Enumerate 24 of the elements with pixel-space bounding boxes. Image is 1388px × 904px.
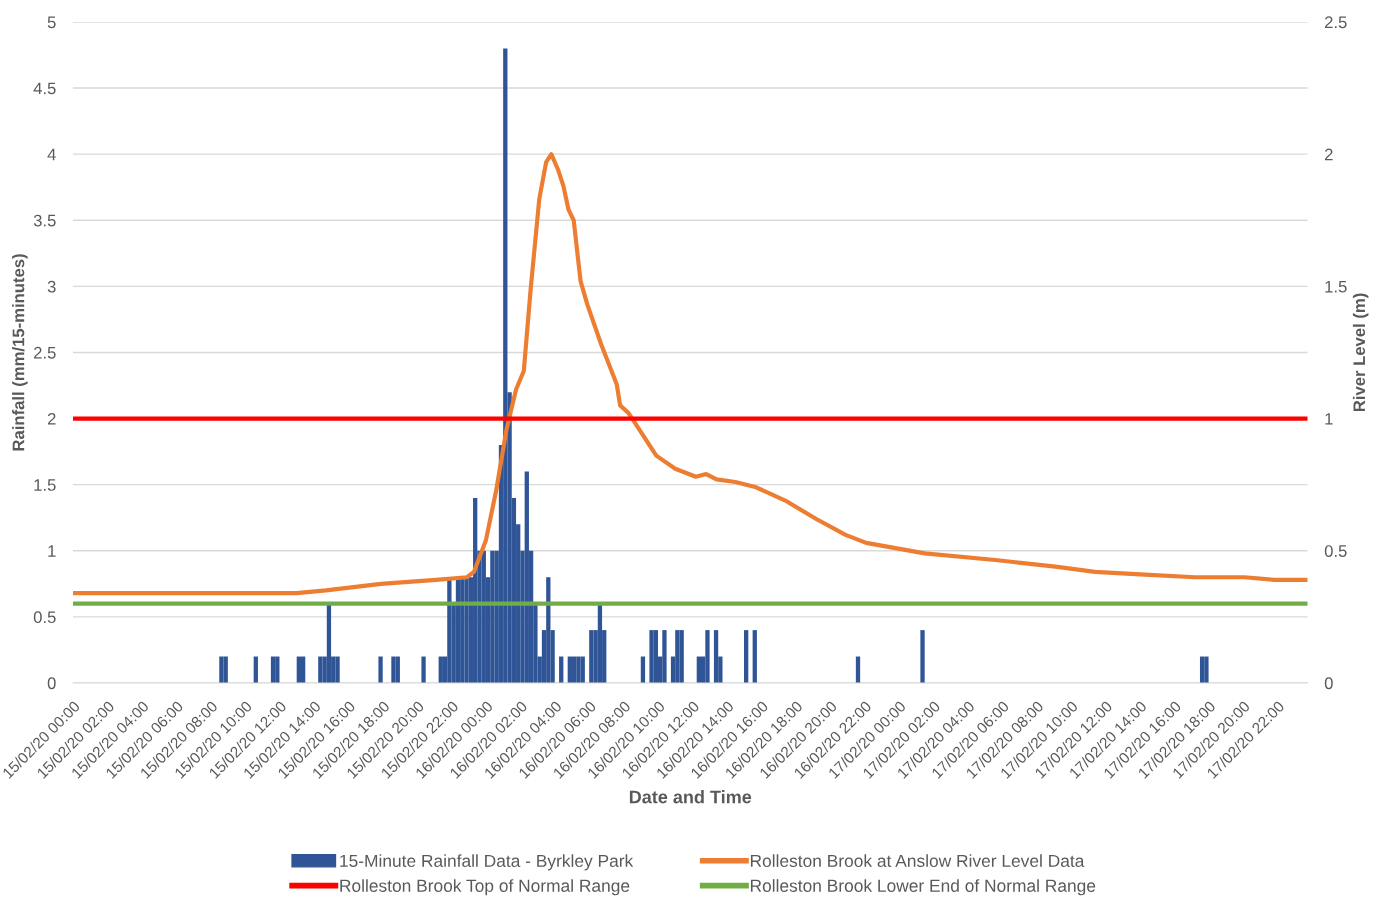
y-tick-label: 1.5 — [34, 479, 56, 491]
y2-axis-title: River Level (m) — [1352, 293, 1369, 412]
y-tick-label: 3 — [47, 280, 56, 293]
legend-label: 15-Minute Rainfall Data - Byrkley Park — [340, 854, 634, 871]
legend-label: Rolleston Brook Lower End of Normal Range — [750, 879, 1096, 896]
y2-tick-label: 1.5 — [1325, 280, 1347, 293]
y2-tick-label: 2.5 — [1325, 16, 1347, 29]
y2-tick-label: 2 — [1325, 148, 1333, 161]
y-tick-label: 4.5 — [33, 82, 56, 95]
y-tick-label: 2 — [47, 412, 56, 425]
legend-label: Rolleston Brook Top of Normal Range — [340, 879, 630, 896]
y2-tick-label: 0 — [1324, 677, 1333, 690]
y-tick-label: 0 — [47, 677, 56, 690]
y-tick-label: 3.5 — [33, 214, 56, 227]
y-tick-label: 5 — [47, 16, 56, 29]
y-tick-label: 4 — [47, 148, 56, 161]
legend-label: Rolleston Brook at Anslow River Level Data — [750, 854, 1085, 868]
y-tick-label: 0.5 — [33, 611, 56, 624]
x-axis-title: Date and Time — [629, 790, 752, 804]
y2-tick-label: 1 — [1325, 413, 1333, 425]
y-tick-label: 1 — [48, 545, 56, 557]
y-tick-label: 2.5 — [34, 346, 56, 359]
y2-tick-label: 0.5 — [1324, 545, 1347, 557]
y-axis-title: Rainfall (mm/15-minutes) — [12, 254, 28, 451]
